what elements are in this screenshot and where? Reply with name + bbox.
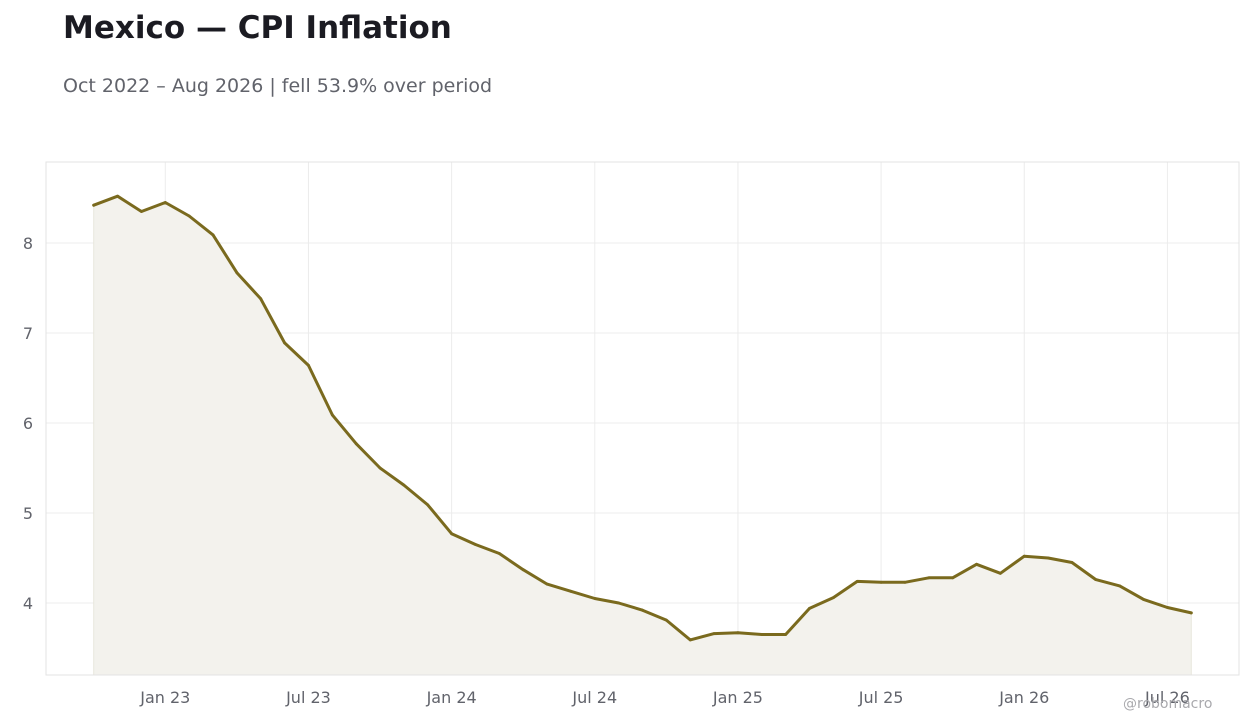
data-point: [784, 633, 788, 636]
data-point: [1094, 578, 1098, 581]
data-point: [569, 589, 573, 593]
x-tick-label: Jan 25: [712, 688, 763, 707]
x-tick-label: Jul 26: [1144, 688, 1190, 707]
data-point: [307, 364, 310, 367]
x-tick-label: Jan 26: [998, 688, 1049, 707]
chart-subtitle: Oct 2022 – Aug 2026 | fell 53.9% over pe…: [63, 75, 493, 97]
data-point: [617, 601, 621, 605]
data-point: [808, 607, 811, 610]
data-point: [521, 568, 525, 572]
data-point: [664, 618, 668, 622]
data-point: [593, 597, 597, 600]
data-point: [330, 413, 334, 417]
data-point: [140, 210, 143, 213]
data-point: [259, 297, 263, 301]
data-point: [187, 214, 191, 218]
x-tick-label: Jan 23: [139, 688, 190, 707]
data-point: [1166, 606, 1169, 609]
data-point: [163, 201, 167, 204]
watermark: @robomacro: [1123, 696, 1213, 712]
data-point: [927, 576, 931, 580]
plot-frame: [45, 161, 1240, 676]
data-point: [903, 580, 907, 584]
y-tick-label: 8: [23, 234, 33, 253]
data-point: [1070, 561, 1074, 564]
data-point: [712, 632, 716, 635]
data-point: [92, 203, 96, 207]
data-point: [283, 341, 286, 345]
data-point: [116, 194, 119, 198]
data-point: [999, 571, 1002, 575]
data-point: [1142, 598, 1145, 601]
data-point: [378, 466, 382, 470]
data-point: [951, 576, 955, 580]
x-tick-label: Jul 24: [571, 688, 617, 707]
data-point: [831, 596, 835, 599]
data-point: [1022, 554, 1026, 558]
data-point: [688, 638, 692, 642]
data-point: [1118, 584, 1122, 588]
x-tick-label: Jan 24: [426, 688, 477, 707]
data-point: [1189, 611, 1193, 615]
x-tick-label: Jul 23: [285, 688, 331, 707]
data-point: [855, 580, 859, 583]
data-point: [426, 503, 430, 507]
data-point: [211, 233, 215, 237]
data-point: [879, 580, 883, 584]
data-points: [92, 194, 1193, 642]
tick-labels: Jan 23 Jul 23 Jan 24 Jul 24 Jan 25 Jul 25 Jan …: [23, 234, 1190, 707]
data-point: [235, 271, 239, 275]
y-tick-label: 7: [23, 324, 33, 343]
y-tick-label: 4: [23, 594, 33, 613]
data-point: [641, 608, 644, 612]
data-point: [975, 562, 978, 566]
data-point: [402, 483, 406, 487]
data-point: [1046, 556, 1050, 560]
data-point: [354, 442, 358, 446]
chart-title: Mexico — CPI Inflation: [63, 10, 452, 46]
data-point: [545, 582, 549, 586]
x-tick-label: Jul 25: [858, 688, 904, 707]
data-point: [497, 552, 501, 555]
y-tick-label: 6: [23, 414, 33, 433]
data-point: [736, 631, 740, 635]
data-point: [474, 543, 477, 546]
data-point: [450, 532, 454, 536]
y-tick-label: 5: [23, 504, 33, 523]
data-point: [760, 633, 764, 636]
